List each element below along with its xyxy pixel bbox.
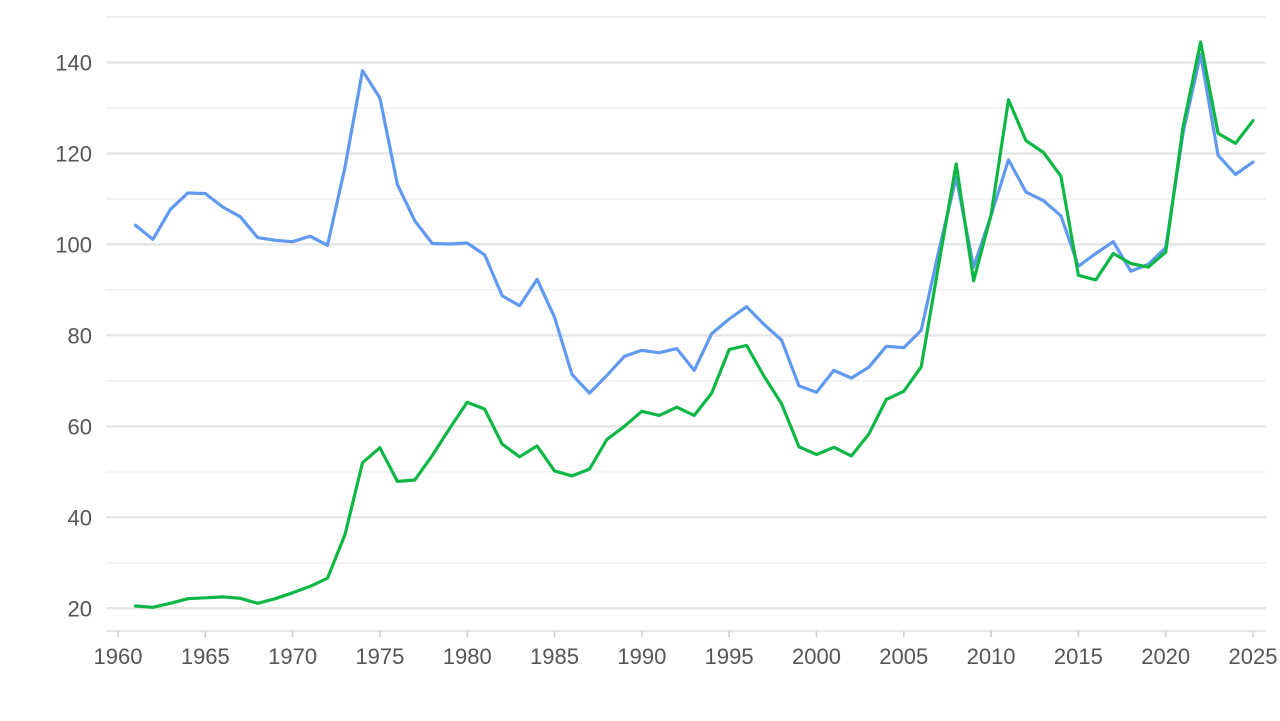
x-tick-label-1985: 1985 [530,644,579,669]
x-tick-label-1975: 1975 [355,644,404,669]
y-tick-label-80: 80 [68,323,92,348]
x-tick-label-2025: 2025 [1229,644,1278,669]
x-tick-label-2020: 2020 [1141,644,1190,669]
y-tick-label-40: 40 [68,505,92,530]
series-line-2 [133,40,1255,609]
x-tick-label-1980: 1980 [443,644,492,669]
y-axis-tick-labels: 20 40 60 80 100 120 140 [55,50,92,621]
series-line-1 [133,52,1255,395]
x-tick-label-1970: 1970 [268,644,317,669]
x-tick-label-2010: 2010 [967,644,1016,669]
y-tick-label-100: 100 [55,232,92,257]
y-tick-label-60: 60 [68,414,92,439]
x-tick-label-1995: 1995 [705,644,754,669]
y-tick-label-20: 20 [68,596,92,621]
gridlines [106,16,1266,610]
x-axis [106,630,1266,637]
x-tick-label-2015: 2015 [1054,644,1103,669]
x-tick-label-1990: 1990 [617,644,666,669]
y-tick-label-120: 120 [55,141,92,166]
y-tick-label-140: 140 [55,50,92,75]
x-axis-tick-labels: 1960 1965 1970 1975 1980 1985 1990 1995 2000 2005… [94,644,1278,669]
x-tick-label-1960: 1960 [94,644,143,669]
series-lines [133,40,1255,609]
x-tick-label-2000: 2000 [792,644,841,669]
x-tick-label-2005: 2005 [879,644,928,669]
x-tick-label-1965: 1965 [181,644,230,669]
